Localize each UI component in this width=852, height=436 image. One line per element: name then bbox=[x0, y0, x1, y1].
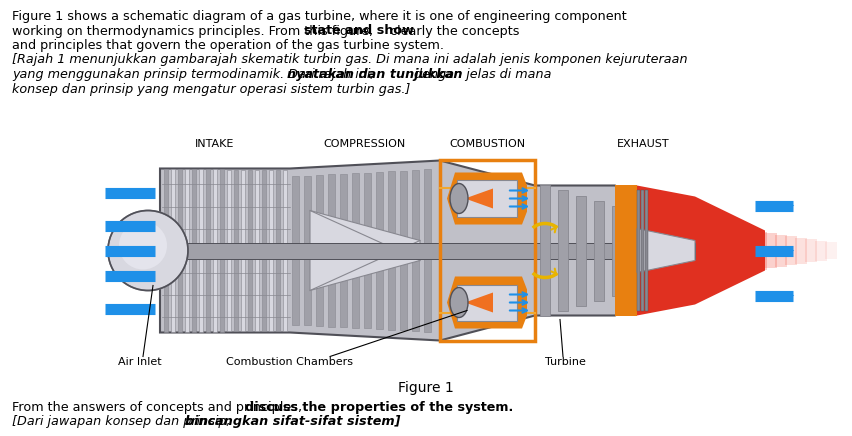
Bar bbox=[745, 230, 757, 271]
Text: INTAKE: INTAKE bbox=[195, 139, 234, 149]
Bar bbox=[558, 191, 568, 310]
Bar bbox=[645, 191, 648, 310]
Text: discuss the properties of the system.: discuss the properties of the system. bbox=[245, 401, 514, 413]
Text: bincangkan sifat-sifat sistem]: bincangkan sifat-sifat sistem] bbox=[185, 415, 400, 428]
Text: working on thermodynamics principles. From this figure,: working on thermodynamics principles. Fr… bbox=[12, 24, 377, 37]
Text: Air Inlet: Air Inlet bbox=[118, 357, 162, 367]
Text: Figure 1 shows a schematic diagram of a gas turbine, where it is one of engineer: Figure 1 shows a schematic diagram of a … bbox=[12, 10, 627, 23]
Text: COMBUSTION: COMBUSTION bbox=[449, 139, 525, 149]
Bar bbox=[304, 176, 311, 325]
Text: Figure 1: Figure 1 bbox=[398, 381, 454, 395]
Bar bbox=[199, 169, 203, 332]
Bar bbox=[376, 172, 383, 329]
Bar bbox=[755, 232, 767, 269]
Bar bbox=[775, 235, 787, 266]
Text: From the answers of concepts and principles,: From the answers of concepts and princip… bbox=[12, 401, 306, 413]
Bar bbox=[328, 174, 335, 327]
Polygon shape bbox=[447, 276, 527, 328]
Bar bbox=[540, 185, 550, 316]
Bar bbox=[615, 185, 637, 316]
Bar bbox=[805, 239, 817, 262]
Bar bbox=[206, 169, 210, 332]
Bar bbox=[292, 177, 299, 325]
Bar bbox=[248, 170, 252, 331]
Bar bbox=[171, 169, 175, 332]
Text: state and show: state and show bbox=[304, 24, 414, 37]
Polygon shape bbox=[447, 173, 527, 225]
Bar bbox=[316, 175, 323, 326]
Text: nyatakan dan tunjukkan: nyatakan dan tunjukkan bbox=[287, 68, 463, 81]
Bar bbox=[192, 169, 196, 332]
Ellipse shape bbox=[119, 221, 167, 269]
Bar bbox=[160, 242, 695, 259]
Bar bbox=[241, 170, 245, 331]
Polygon shape bbox=[465, 293, 493, 313]
Bar bbox=[815, 241, 827, 260]
Bar bbox=[262, 170, 266, 331]
Bar bbox=[765, 233, 777, 268]
Text: [Rajah 1 menunjukkan gambarajah skematik turbin gas. Di mana ini adalah jenis ko: [Rajah 1 menunjukkan gambarajah skematik… bbox=[12, 54, 688, 67]
Bar bbox=[352, 173, 359, 328]
Text: Combustion Chambers: Combustion Chambers bbox=[227, 357, 354, 367]
Polygon shape bbox=[465, 188, 493, 208]
Bar bbox=[785, 236, 797, 265]
Text: clearly the concepts: clearly the concepts bbox=[385, 24, 519, 37]
Bar bbox=[178, 169, 182, 332]
Bar bbox=[340, 174, 347, 327]
Bar bbox=[283, 170, 287, 330]
Polygon shape bbox=[310, 211, 420, 290]
Bar bbox=[735, 228, 747, 272]
Bar bbox=[795, 238, 807, 263]
Bar bbox=[220, 170, 224, 331]
Text: [Dari jawapan konsep dan prinsip,: [Dari jawapan konsep dan prinsip, bbox=[12, 415, 234, 428]
Bar bbox=[576, 195, 586, 306]
Polygon shape bbox=[637, 228, 695, 272]
Bar bbox=[364, 173, 371, 328]
Bar bbox=[388, 171, 395, 330]
Bar bbox=[255, 170, 259, 331]
Bar bbox=[825, 242, 837, 259]
Text: and principles that govern the operation of the gas turbine system.: and principles that govern the operation… bbox=[12, 39, 444, 52]
Ellipse shape bbox=[450, 184, 468, 214]
Bar bbox=[424, 169, 431, 332]
Text: konsep dan prinsip yang mengatur operasi sistem turbin gas.]: konsep dan prinsip yang mengatur operasi… bbox=[12, 82, 411, 95]
Polygon shape bbox=[637, 185, 765, 316]
Text: dengan jelas di mana: dengan jelas di mana bbox=[410, 68, 552, 81]
Bar bbox=[641, 191, 644, 310]
Bar bbox=[637, 191, 640, 310]
Text: COMPRESSION: COMPRESSION bbox=[324, 139, 406, 149]
Bar bbox=[269, 170, 273, 331]
Bar bbox=[276, 170, 280, 331]
Polygon shape bbox=[457, 181, 517, 217]
Bar bbox=[594, 201, 604, 300]
Polygon shape bbox=[160, 160, 695, 341]
Ellipse shape bbox=[108, 211, 188, 290]
Bar bbox=[400, 170, 407, 330]
Bar bbox=[185, 169, 189, 332]
Bar bbox=[612, 205, 622, 296]
Text: EXHAUST: EXHAUST bbox=[617, 139, 670, 149]
Bar bbox=[234, 170, 238, 331]
Text: Turbine: Turbine bbox=[545, 357, 586, 367]
Polygon shape bbox=[457, 285, 517, 320]
Ellipse shape bbox=[450, 287, 468, 317]
Text: yang menggunakan prinsip termodinamik. Dari rajah ini,: yang menggunakan prinsip termodinamik. D… bbox=[12, 68, 378, 81]
Bar bbox=[164, 169, 168, 332]
Bar bbox=[412, 170, 419, 331]
Bar bbox=[227, 170, 231, 331]
Bar bbox=[213, 169, 217, 332]
